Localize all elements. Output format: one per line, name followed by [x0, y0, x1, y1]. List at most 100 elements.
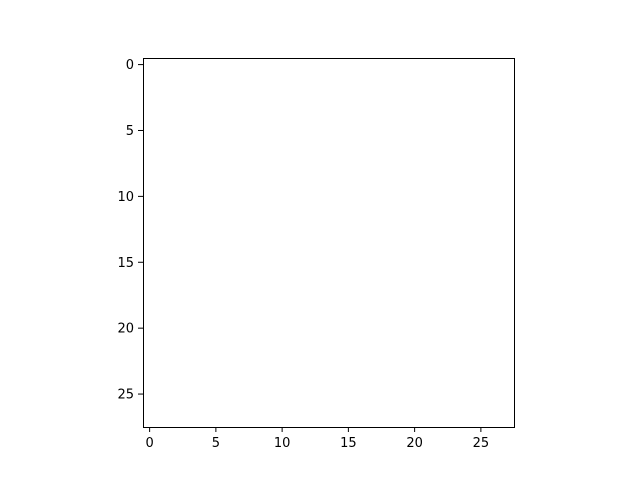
heatmap-cell	[328, 282, 343, 296]
heatmap-cell	[474, 255, 488, 270]
heatmap-cell	[196, 137, 210, 151]
heatmap-cell	[196, 321, 210, 336]
heatmap-cell	[143, 150, 157, 164]
heatmap-cell	[447, 110, 462, 125]
heatmap-cell	[355, 242, 369, 256]
heatmap-cell	[235, 163, 250, 177]
heatmap-cell	[182, 321, 197, 336]
heatmap-cell	[143, 374, 157, 388]
heatmap-cell	[275, 58, 290, 72]
heatmap-cell	[169, 137, 184, 151]
heatmap-cell	[302, 216, 316, 230]
heatmap-cell	[408, 282, 422, 296]
heatmap-cell	[500, 58, 515, 72]
heatmap-cell	[156, 347, 170, 362]
heatmap-cell	[355, 150, 369, 164]
heatmap-cell	[222, 216, 237, 230]
heatmap-cell	[302, 110, 316, 125]
heatmap-cell	[209, 216, 223, 230]
heatmap-cell	[408, 361, 422, 375]
heatmap-cell	[235, 334, 250, 349]
heatmap-cell	[262, 150, 276, 164]
heatmap-cell	[461, 97, 475, 112]
heatmap-cell	[262, 110, 276, 125]
heatmap-cell	[182, 150, 197, 164]
heatmap-cell	[156, 176, 170, 191]
heatmap-cell	[288, 268, 303, 283]
heatmap-cell	[394, 58, 409, 72]
heatmap-cell	[143, 163, 157, 177]
heatmap-cell	[275, 282, 290, 296]
heatmap-cell	[169, 216, 184, 230]
heatmap-cell	[355, 321, 369, 336]
heatmap-cell	[341, 137, 356, 151]
heatmap-cell	[196, 176, 210, 191]
heatmap-cell	[288, 58, 303, 72]
heatmap-cell	[381, 189, 396, 204]
heatmap-cell	[182, 268, 197, 283]
heatmap-cell	[235, 84, 250, 98]
heatmap-cell	[288, 137, 303, 151]
heatmap-cell	[209, 387, 223, 401]
heatmap-cell	[143, 84, 157, 98]
heatmap-cell	[474, 334, 488, 349]
heatmap-cell	[487, 413, 502, 428]
heatmap-cell	[302, 150, 316, 164]
heatmap-cell	[328, 255, 343, 270]
heatmap-cell	[381, 58, 396, 72]
heatmap-cell	[368, 374, 382, 388]
heatmap-cell	[461, 242, 475, 256]
heatmap-cell	[222, 347, 237, 362]
heatmap-cell	[421, 137, 435, 151]
heatmap-cell	[355, 71, 369, 85]
heatmap-cell	[487, 400, 502, 415]
heatmap-cell	[222, 71, 237, 85]
heatmap-cell	[275, 361, 290, 375]
y-axis: 0 5 10 15 20 25	[117, 58, 143, 403]
heatmap-cell	[182, 229, 197, 243]
heatmap-cell	[434, 334, 449, 349]
heatmap-cell	[196, 347, 210, 362]
heatmap-cell	[408, 137, 422, 151]
heatmap-cell	[461, 347, 475, 362]
heatmap-cell	[355, 110, 369, 125]
heatmap-cell	[209, 374, 223, 388]
plot-frame	[143, 58, 515, 428]
heatmap-cell	[315, 150, 329, 164]
heatmap-cell	[461, 58, 475, 72]
heatmap-cell	[461, 123, 475, 138]
heatmap-cell	[156, 163, 170, 177]
heatmap-cell	[408, 58, 422, 72]
heatmap-cell	[355, 163, 369, 177]
heatmap-cell	[249, 84, 263, 98]
heatmap-cell	[341, 123, 356, 138]
heatmap-cell	[182, 308, 197, 322]
heatmap-cell	[302, 387, 316, 401]
heatmap-cell	[355, 268, 369, 283]
heatmap-cell	[302, 84, 316, 98]
heatmap-cell	[182, 110, 197, 125]
heatmap-cell	[169, 413, 184, 428]
heatmap-cell	[394, 110, 409, 125]
heatmap-cell	[143, 268, 157, 283]
heatmap-cell	[169, 150, 184, 164]
heatmap-cell	[275, 163, 290, 177]
heatmap-cell	[461, 308, 475, 322]
heatmap-cell	[434, 413, 449, 428]
heatmap-cell	[235, 150, 250, 164]
heatmap-cell	[315, 268, 329, 283]
heatmap-cell	[249, 413, 263, 428]
heatmap-cell	[487, 137, 502, 151]
heatmap-cell	[434, 84, 449, 98]
heatmap-cell	[355, 374, 369, 388]
heatmap-cell	[315, 242, 329, 256]
heatmap-cell	[487, 123, 502, 138]
heatmap-cell	[394, 334, 409, 349]
heatmap-cell	[421, 229, 435, 243]
heatmap-cell	[368, 189, 382, 204]
heatmap-cell	[500, 347, 515, 362]
heatmap-cell	[421, 347, 435, 362]
heatmap-cell	[434, 97, 449, 112]
heatmap-cell	[461, 400, 475, 415]
heatmap-cell	[421, 361, 435, 375]
